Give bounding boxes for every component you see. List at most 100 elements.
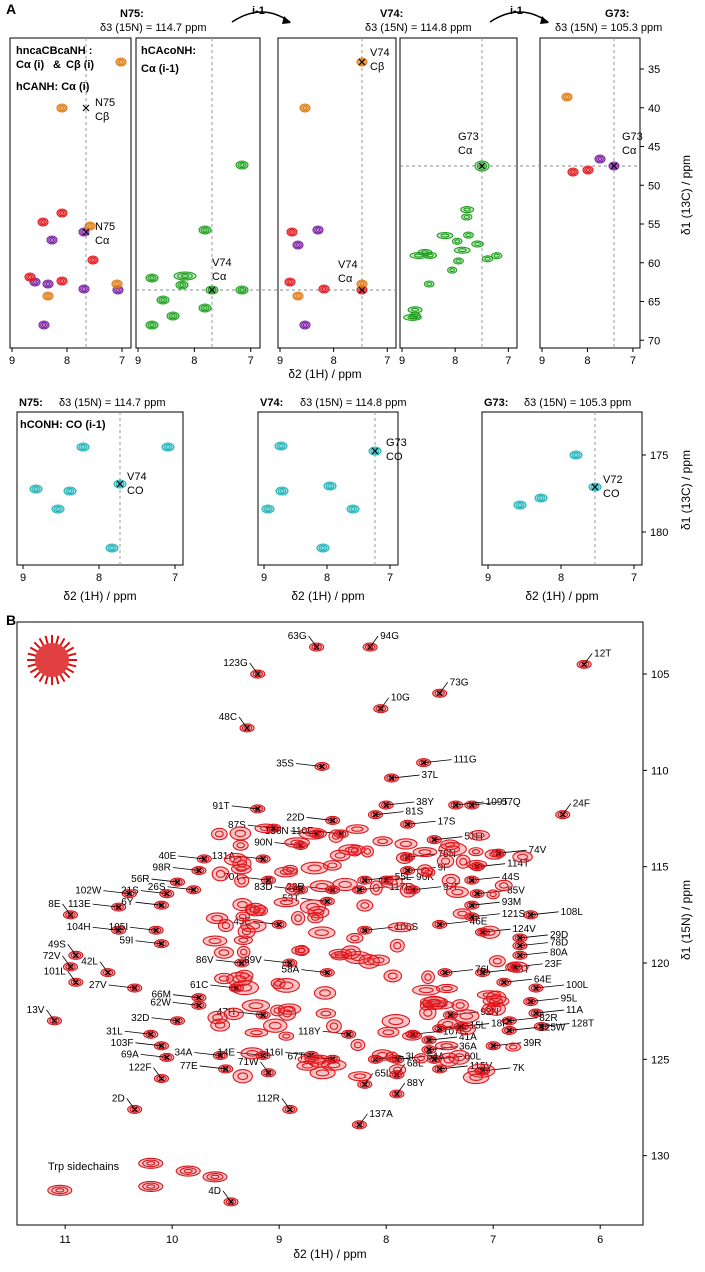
peak-contour xyxy=(213,946,235,959)
peak-co xyxy=(76,442,90,452)
peak-contour xyxy=(284,883,299,895)
peak-contour xyxy=(252,805,263,813)
peak-contour xyxy=(234,874,250,888)
peak-contour xyxy=(115,480,125,488)
peak-contour xyxy=(45,294,51,298)
peak-contour xyxy=(354,1121,365,1129)
peak-contour xyxy=(206,1172,224,1181)
x-tick-label: 9 xyxy=(135,355,141,367)
peak-hsqc xyxy=(300,861,329,875)
peak-contour xyxy=(429,836,440,843)
peak-hsqc xyxy=(399,882,417,898)
peak-contour xyxy=(445,886,469,898)
peak-hsqc xyxy=(229,826,252,841)
peak-contour xyxy=(348,1071,372,1082)
peak-contour xyxy=(392,1066,403,1073)
x-tick-label: 7 xyxy=(630,355,636,367)
peak-co xyxy=(161,442,175,452)
peak-contour xyxy=(336,830,347,838)
cross-marker xyxy=(479,969,486,976)
annotation-atom: Cα xyxy=(622,145,637,157)
leader-line xyxy=(178,855,205,860)
arrow-label: i-1 xyxy=(252,5,265,17)
peak-contour xyxy=(304,1056,319,1062)
peak-contour xyxy=(308,926,336,939)
peak-hsqc xyxy=(241,999,271,1013)
peak-contour xyxy=(322,969,333,976)
peak-hsqc xyxy=(360,845,374,858)
peak-contour xyxy=(466,901,478,909)
peak-contour xyxy=(273,1007,282,1014)
leader-line xyxy=(222,1190,232,1203)
peak-hsqc xyxy=(240,1047,265,1060)
peak-label: 47H xyxy=(217,1007,235,1018)
peak-hnca-n75 xyxy=(84,221,96,231)
peak-label: 71W xyxy=(238,1057,259,1068)
x-tick-label: 10 xyxy=(166,1234,178,1246)
y-tick-label: 50 xyxy=(648,180,660,192)
annotation-peak: G73 xyxy=(458,131,479,143)
peak-contour xyxy=(409,312,421,320)
peak-label: 81S xyxy=(405,807,423,818)
peak-contour xyxy=(277,487,287,495)
peak-hsqc xyxy=(236,945,251,959)
peak-contour xyxy=(391,1090,403,1098)
annotation-atom: Cα xyxy=(95,235,110,247)
peak-contour xyxy=(327,484,333,488)
y-axis-label: δ1 (13C) / ppm xyxy=(679,155,693,235)
peak-label: 51H xyxy=(464,832,482,843)
strip-shift: δ3 (15N) = 114.8 ppm xyxy=(300,397,407,409)
y-tick-label: 55 xyxy=(648,219,660,231)
strip-frame xyxy=(399,37,518,349)
peak-contour xyxy=(67,489,73,493)
peak-contour xyxy=(434,690,445,697)
leader-line xyxy=(249,662,259,675)
peak-label: 131A xyxy=(212,851,236,862)
leader-line xyxy=(530,998,559,1002)
peak-hsqc xyxy=(385,1051,399,1063)
leader-line xyxy=(108,984,135,989)
peak-contour xyxy=(163,443,173,451)
peak-contour xyxy=(295,886,306,894)
peak-contour xyxy=(377,706,384,711)
leader-line xyxy=(583,653,593,665)
peak-hsqc xyxy=(308,926,336,939)
cross-marker xyxy=(431,836,438,843)
leader-line xyxy=(519,934,548,939)
x-tick-label: 9 xyxy=(399,355,405,367)
peak-contour xyxy=(115,288,121,292)
peak-contour xyxy=(313,645,320,649)
peak-co xyxy=(316,543,330,553)
peak-contour xyxy=(359,60,365,64)
peak-contour xyxy=(461,213,473,221)
peak-label: 64E xyxy=(534,974,552,985)
leader-line xyxy=(153,1067,162,1079)
peak-contour xyxy=(437,1018,459,1030)
peak-contour xyxy=(318,544,328,552)
peak-contour xyxy=(307,864,322,872)
peak-label: 128T xyxy=(571,1019,594,1030)
peak-contour xyxy=(107,544,117,552)
peak-contour xyxy=(229,855,242,863)
peak-contour xyxy=(393,1092,400,1096)
peak-co xyxy=(534,493,548,503)
peak-contour xyxy=(441,985,453,992)
peak-contour xyxy=(32,280,38,284)
peak-hnca-n75 xyxy=(38,320,50,330)
annotation-peak: V74 xyxy=(370,47,390,59)
peak-contour xyxy=(334,950,347,957)
peak-hcaco xyxy=(156,295,170,305)
leader-line xyxy=(130,926,157,931)
peak-hnca-n75 xyxy=(37,217,49,227)
strip-v74-hnca: 9 8 7 xyxy=(277,37,397,367)
peak-hnca-v74 xyxy=(299,320,311,330)
peak-contour xyxy=(158,296,168,304)
n75-shift: δ3 (15N) = 114.7 ppm xyxy=(100,22,207,34)
peak-hsqc xyxy=(284,837,310,848)
peak-contour xyxy=(252,670,263,678)
peak-contour xyxy=(421,970,435,985)
peak-hnca-n75 xyxy=(111,279,123,289)
x-tick-label: 6 xyxy=(597,1234,603,1246)
peak-contour xyxy=(297,1054,326,1064)
peak-hsqc xyxy=(381,1013,411,1029)
